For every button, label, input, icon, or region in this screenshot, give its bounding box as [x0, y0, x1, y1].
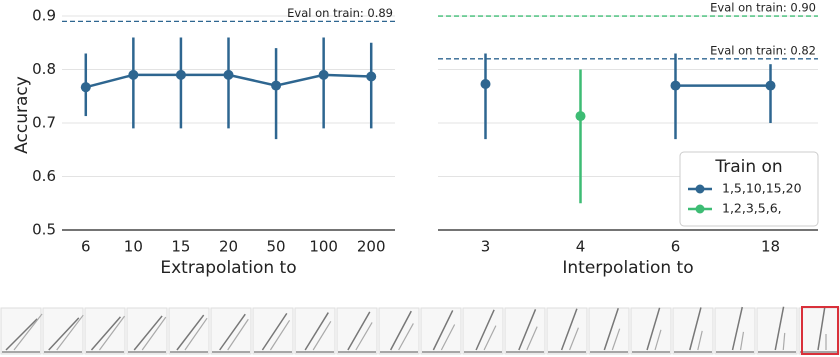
frame-stroke [398, 323, 414, 351]
frame-stroke [227, 318, 249, 351]
point [223, 69, 234, 80]
legend-title: Train on [714, 157, 782, 177]
frame-stroke [184, 317, 208, 351]
frame [0, 307, 42, 355]
legend-marker [695, 204, 705, 214]
frame-stroke [5, 318, 38, 351]
x-axis-label: Extrapolation to [160, 258, 296, 278]
frame-stroke [774, 306, 785, 351]
y-tick-label: 0.5 [32, 221, 56, 239]
point [366, 71, 377, 82]
frame-stroke [389, 310, 412, 351]
frame-stroke [646, 307, 661, 351]
reference-label: Eval on train: 0.90 [710, 1, 816, 15]
frame-stroke [56, 314, 84, 351]
frame-stroke [483, 325, 497, 351]
frame-stroke [560, 308, 578, 351]
frame-stroke [312, 321, 332, 351]
x-tick-label: 4 [576, 238, 586, 256]
x-tick-label: 10 [124, 238, 143, 256]
frame [336, 307, 378, 355]
point [765, 80, 776, 91]
x-tick-label: 3 [481, 238, 491, 256]
frame-stroke [48, 317, 80, 351]
frame-stroke [654, 329, 662, 351]
point [271, 80, 282, 91]
frame [126, 307, 168, 355]
frame-stroke [739, 331, 745, 351]
frame [714, 307, 756, 355]
frame [672, 307, 714, 355]
frame-stroke [261, 312, 288, 351]
point [175, 69, 186, 80]
x-tick-label: 200 [357, 238, 386, 256]
frame-stroke [475, 309, 495, 351]
x-tick-label: 15 [171, 238, 190, 256]
point [670, 80, 681, 91]
x-axis-label: Interpolation to [562, 258, 693, 278]
point [80, 82, 91, 93]
frame-stroke [176, 314, 205, 351]
frame-stroke [98, 315, 126, 351]
frame [756, 307, 798, 355]
legend-box [679, 151, 819, 227]
x-tick-label: 50 [267, 238, 286, 256]
x-tick-label: 100 [309, 238, 338, 256]
frame-strip [0, 306, 840, 355]
frame-stroke [569, 327, 579, 351]
frame-stroke [817, 306, 826, 351]
frame-stroke [432, 310, 454, 351]
frame [42, 307, 84, 355]
y-tick-label: 0.8 [32, 60, 56, 78]
frame-stroke [133, 315, 163, 351]
frame-stroke [141, 316, 167, 351]
frame [462, 307, 504, 355]
frame-stroke [13, 313, 43, 351]
y-tick-label: 0.9 [32, 7, 56, 25]
point [575, 111, 586, 122]
frame-stroke [697, 330, 703, 351]
frame-stroke [269, 319, 291, 351]
frame-stroke [90, 316, 122, 351]
frame-stroke [689, 307, 702, 351]
reference-label: Eval on train: 0.82 [710, 43, 816, 57]
frame [84, 307, 126, 355]
frame-stroke [304, 312, 329, 351]
frame-stroke [611, 328, 621, 351]
frame [378, 307, 420, 355]
frame-stroke [731, 306, 743, 351]
frame-stroke [526, 326, 538, 351]
frame-highlight [801, 306, 839, 355]
frame-stroke [219, 313, 246, 351]
x-tick-label: 18 [761, 238, 780, 256]
frame [546, 307, 588, 355]
frame-stroke [782, 332, 786, 351]
frame [630, 307, 672, 355]
point [480, 78, 491, 89]
frame-stroke [347, 311, 371, 351]
legend-marker [695, 184, 705, 194]
point [128, 69, 139, 80]
x-tick-label: 6 [671, 238, 681, 256]
point [318, 69, 329, 80]
x-tick-label: 6 [81, 238, 91, 256]
frame [588, 307, 630, 355]
frame-stroke [440, 324, 456, 351]
y-tick-label: 0.6 [32, 167, 56, 185]
x-tick-label: 20 [219, 238, 238, 256]
frame [504, 307, 546, 355]
frame-stroke [603, 308, 619, 351]
frame-stroke [355, 322, 373, 351]
legend-label: 1,2,3,5,6, [722, 201, 782, 216]
legend-label: 1,5,10,15,20 [722, 181, 802, 196]
frame-stroke [518, 308, 537, 351]
reference-label: Eval on train: 0.89 [287, 6, 393, 20]
y-axis-label: Accuracy [12, 76, 32, 154]
y-tick-label: 0.7 [32, 114, 56, 132]
frame [420, 307, 462, 355]
